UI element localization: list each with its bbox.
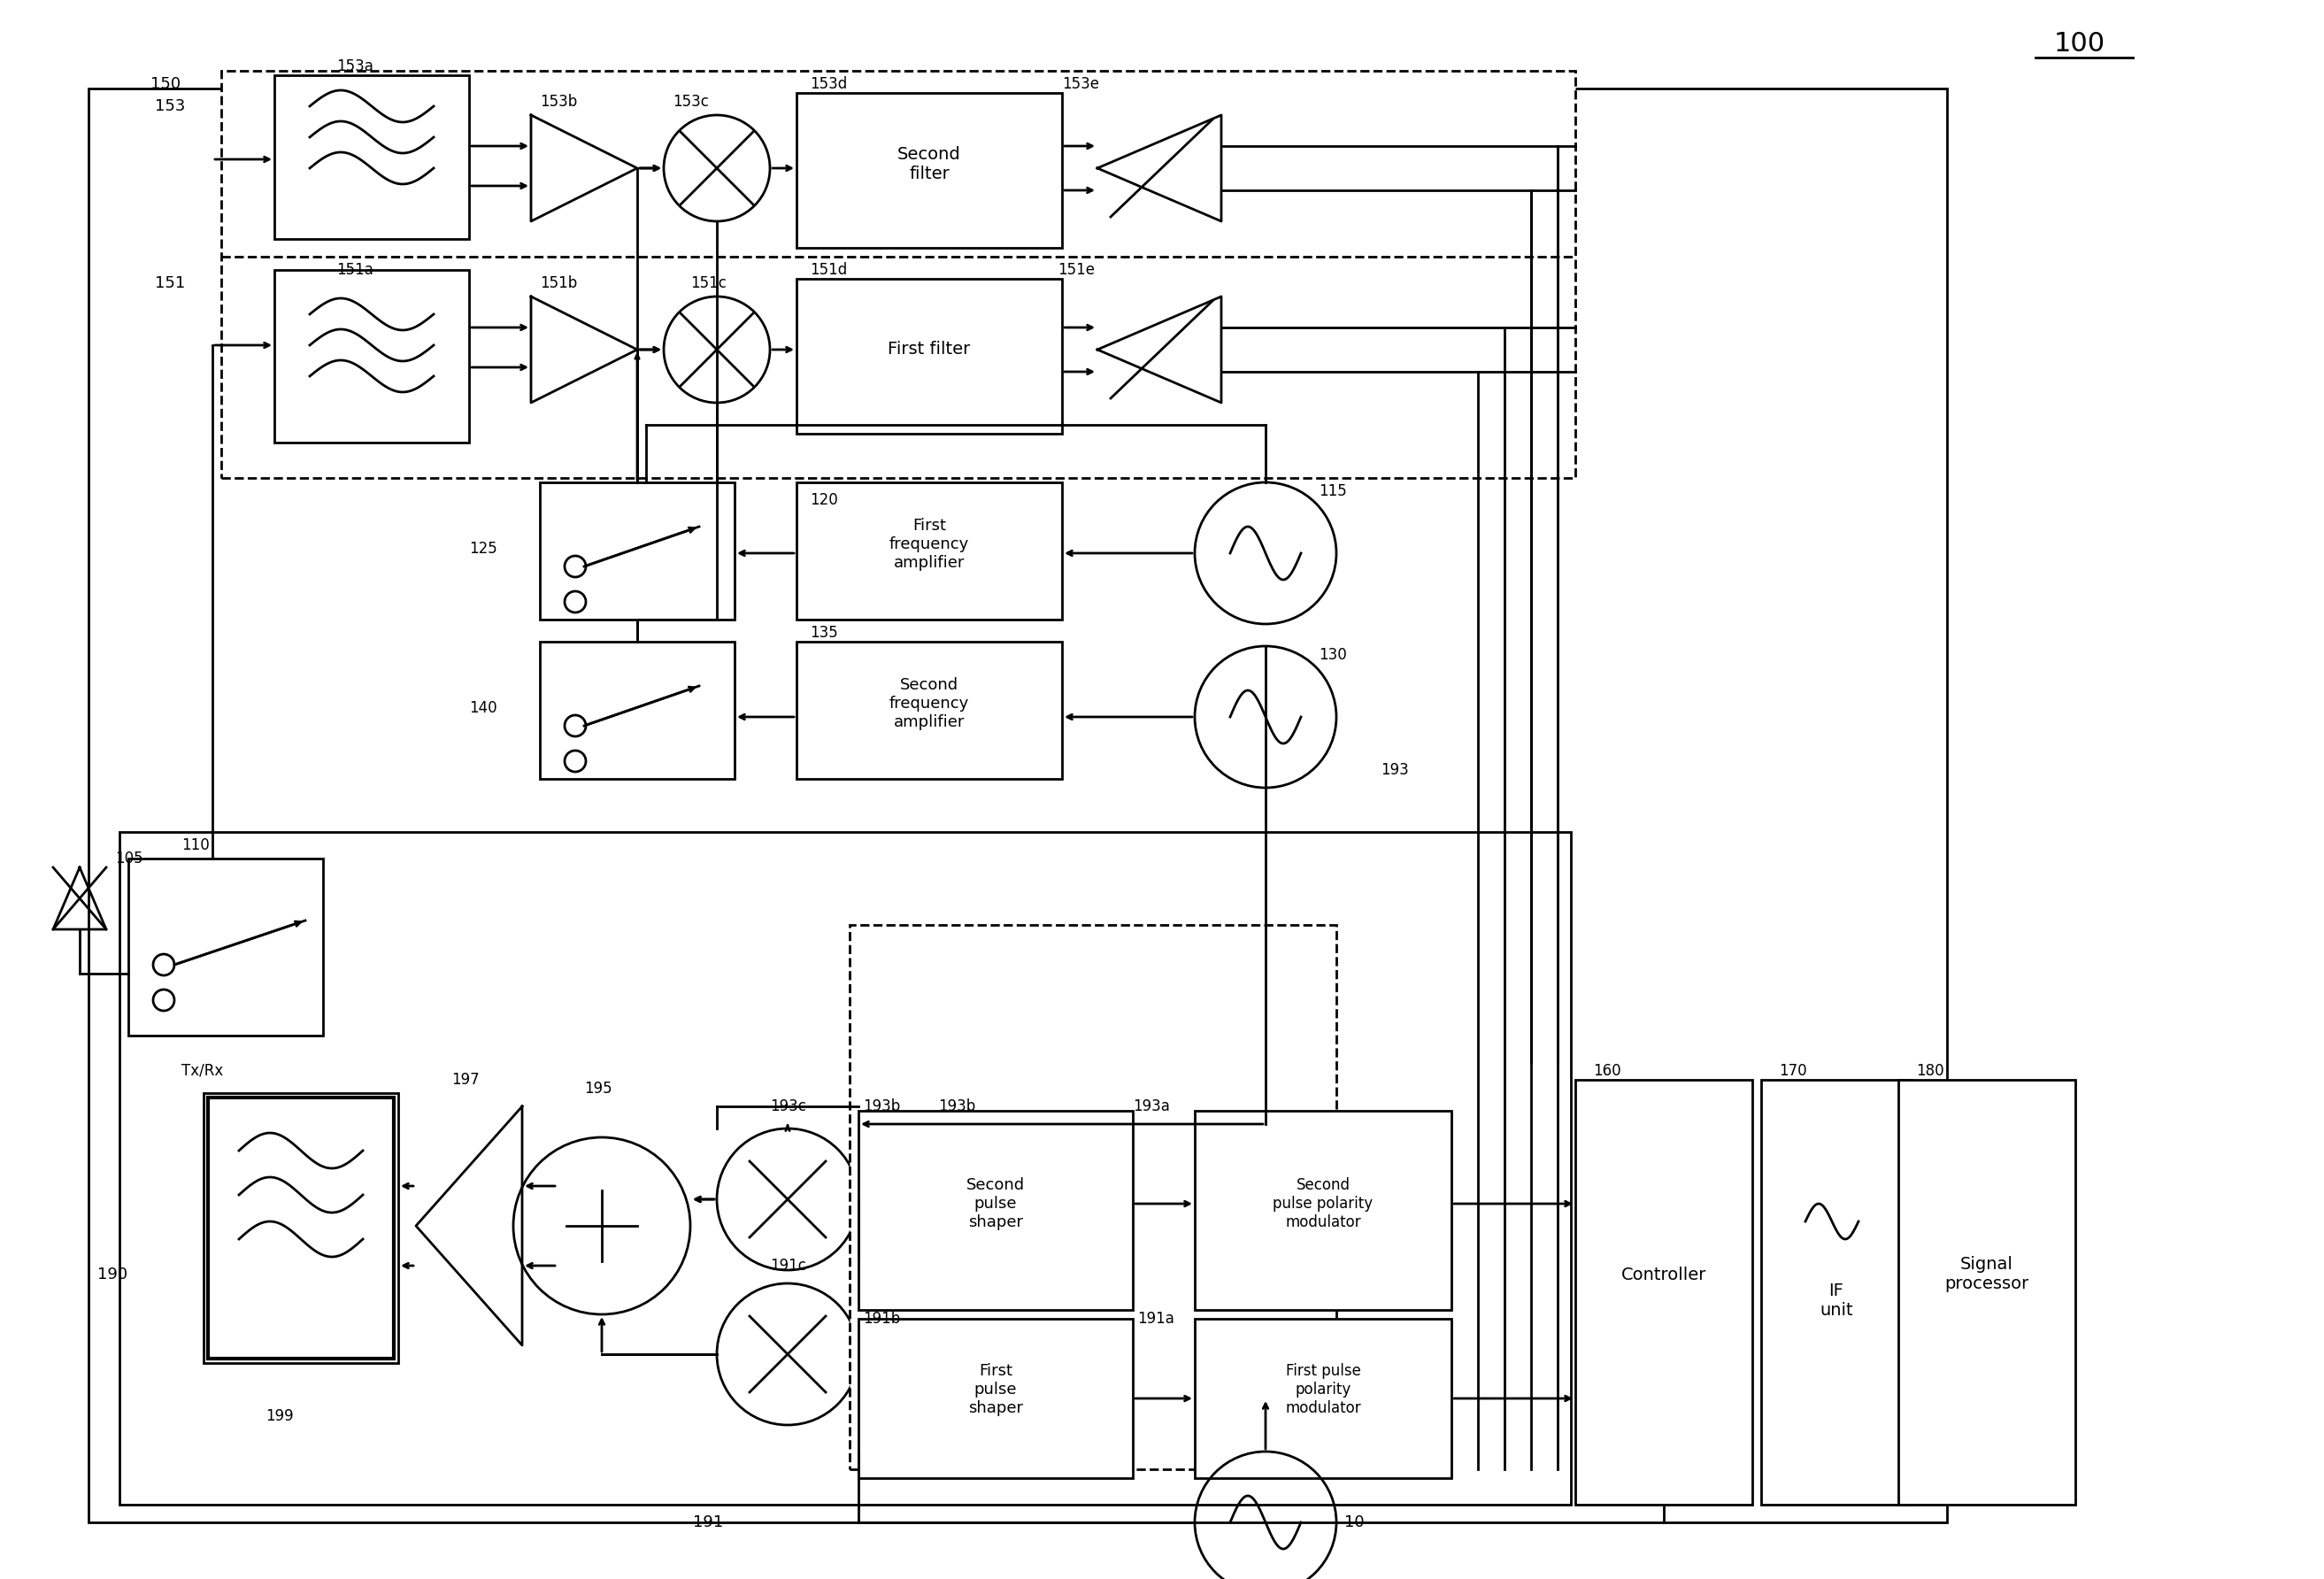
- Text: 151: 151: [156, 275, 186, 291]
- Text: 193b: 193b: [939, 1099, 976, 1115]
- Text: 151d: 151d: [809, 262, 848, 278]
- FancyBboxPatch shape: [1195, 1110, 1452, 1311]
- Text: First
pulse
shaper: First pulse shaper: [969, 1363, 1023, 1416]
- FancyBboxPatch shape: [221, 71, 1576, 478]
- FancyBboxPatch shape: [539, 482, 734, 619]
- Text: 170: 170: [1778, 1063, 1806, 1078]
- Text: 151c: 151c: [690, 275, 727, 291]
- FancyBboxPatch shape: [797, 641, 1062, 778]
- Text: 199: 199: [265, 1408, 293, 1424]
- Text: 153d: 153d: [809, 76, 848, 92]
- Text: 151a: 151a: [337, 262, 374, 278]
- Text: 125: 125: [469, 540, 497, 557]
- Text: 140: 140: [469, 699, 497, 715]
- Text: 160: 160: [1592, 1063, 1620, 1078]
- Text: 193b: 193b: [862, 1099, 899, 1115]
- Text: 195: 195: [583, 1080, 611, 1097]
- Text: 191a: 191a: [1136, 1311, 1174, 1326]
- Text: Second
pulse polarity
modulator: Second pulse polarity modulator: [1274, 1178, 1373, 1230]
- Text: 105: 105: [116, 851, 144, 867]
- Text: 120: 120: [809, 493, 839, 508]
- Text: 191b: 191b: [862, 1311, 899, 1326]
- FancyBboxPatch shape: [1576, 1080, 1752, 1505]
- FancyBboxPatch shape: [274, 270, 469, 442]
- Text: Controller: Controller: [1622, 1266, 1706, 1282]
- FancyBboxPatch shape: [851, 925, 1336, 1468]
- Text: 153c: 153c: [672, 93, 709, 111]
- Text: IF
unit: IF unit: [1820, 1282, 1852, 1318]
- FancyBboxPatch shape: [858, 1318, 1132, 1478]
- Text: 191: 191: [693, 1514, 723, 1530]
- Text: 153b: 153b: [539, 93, 576, 111]
- Text: 190: 190: [98, 1266, 128, 1282]
- Text: First pulse
polarity
modulator: First pulse polarity modulator: [1285, 1363, 1362, 1416]
- Text: 10: 10: [1343, 1514, 1364, 1530]
- FancyBboxPatch shape: [797, 279, 1062, 434]
- Text: Signal
processor: Signal processor: [1945, 1257, 2029, 1293]
- FancyBboxPatch shape: [797, 93, 1062, 248]
- Text: Tx/Rx: Tx/Rx: [181, 1063, 223, 1078]
- Text: 180: 180: [1915, 1063, 1943, 1078]
- Text: Second
frequency
amplifier: Second frequency amplifier: [890, 677, 969, 729]
- FancyBboxPatch shape: [88, 88, 1948, 1522]
- Text: 153: 153: [156, 98, 186, 114]
- Text: 151e: 151e: [1057, 262, 1095, 278]
- FancyBboxPatch shape: [128, 859, 323, 1036]
- Text: 153e: 153e: [1062, 76, 1099, 92]
- Text: First
frequency
amplifier: First frequency amplifier: [890, 518, 969, 570]
- Text: Second
filter: Second filter: [897, 145, 962, 182]
- FancyBboxPatch shape: [1762, 1080, 1913, 1505]
- FancyBboxPatch shape: [1195, 1318, 1452, 1478]
- Text: 135: 135: [809, 625, 839, 641]
- Text: 193: 193: [1380, 763, 1408, 778]
- FancyBboxPatch shape: [119, 832, 1571, 1505]
- Text: 130: 130: [1318, 647, 1346, 663]
- FancyBboxPatch shape: [797, 482, 1062, 619]
- Text: 110: 110: [181, 837, 209, 853]
- FancyBboxPatch shape: [1899, 1080, 2075, 1505]
- Text: First filter: First filter: [888, 341, 971, 358]
- FancyBboxPatch shape: [274, 76, 469, 238]
- Text: Second
pulse
shaper: Second pulse shaper: [967, 1178, 1025, 1230]
- Text: 153a: 153a: [337, 58, 374, 74]
- Text: 100: 100: [2054, 32, 2106, 57]
- Text: 197: 197: [451, 1072, 479, 1088]
- FancyBboxPatch shape: [205, 1093, 397, 1363]
- Text: 193a: 193a: [1132, 1099, 1169, 1115]
- FancyBboxPatch shape: [858, 1110, 1132, 1311]
- Text: 193c: 193c: [769, 1099, 806, 1115]
- FancyBboxPatch shape: [539, 641, 734, 778]
- FancyBboxPatch shape: [207, 1097, 393, 1358]
- Text: 191c: 191c: [769, 1258, 806, 1274]
- Text: 150: 150: [151, 76, 181, 92]
- Text: 151b: 151b: [539, 275, 576, 291]
- Text: 115: 115: [1318, 483, 1346, 499]
